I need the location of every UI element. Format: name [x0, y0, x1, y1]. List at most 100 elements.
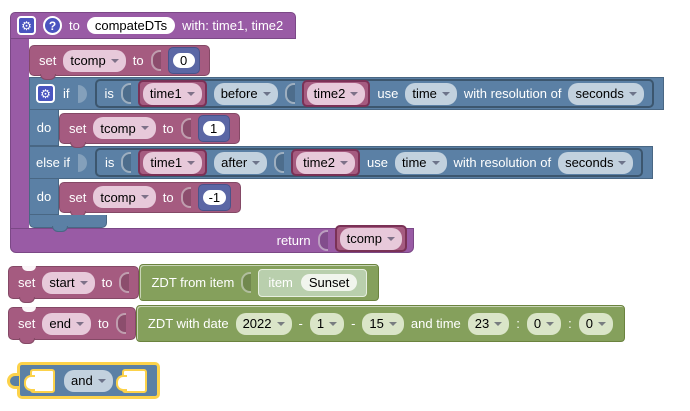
- function-name-field[interactable]: compateDTs: [86, 17, 176, 34]
- variable-dropdown-value: time2: [303, 155, 335, 170]
- to-label: to: [98, 316, 109, 331]
- resolution-label: with resolution of: [453, 155, 552, 170]
- datetime-compare-block[interactable]: is time1 after time2 use time with resol…: [94, 148, 644, 177]
- set-variable-block-start[interactable]: set start to: [8, 266, 140, 303]
- set-label: set: [69, 120, 87, 136]
- variable-block-time2[interactable]: time2: [301, 80, 371, 107]
- do-body: set tcomp to -1: [59, 179, 242, 217]
- and-time-label: and time: [410, 316, 461, 331]
- variable-block-time1[interactable]: time1: [137, 80, 207, 107]
- dash-label: -: [351, 316, 356, 331]
- set-label: set: [39, 53, 57, 68]
- do-label: do: [36, 189, 52, 204]
- is-label: is: [104, 86, 114, 101]
- empty-value-socket-right[interactable]: [115, 368, 147, 393]
- if-condition-row[interactable]: ⚙ if is time1 before time2 use time: [29, 77, 664, 110]
- variable-dropdown[interactable]: tcomp: [93, 186, 156, 208]
- item-name-field[interactable]: Sunset: [300, 274, 358, 291]
- resolution-dropdown[interactable]: seconds: [568, 82, 644, 105]
- to-label: to: [101, 275, 113, 290]
- zdt-with-date-block[interactable]: ZDT with date 2022 - 1 - 15 and time 23 …: [135, 305, 625, 342]
- elseif-label: else if: [36, 155, 70, 170]
- day-dropdown[interactable]: 15: [362, 312, 404, 335]
- logic-operator-dropdown[interactable]: and: [64, 369, 113, 392]
- resolution-dropdown-value: seconds: [575, 86, 624, 101]
- function-definition-block[interactable]: ⚙ ? to compateDTs with: time1, time2 set…: [10, 12, 664, 253]
- set-label: set: [69, 189, 87, 205]
- second-dropdown[interactable]: 0: [578, 312, 613, 335]
- value-socket: [120, 83, 131, 104]
- if-label: if: [63, 86, 70, 101]
- number-field[interactable]: 1: [202, 120, 225, 136]
- help-icon[interactable]: ?: [43, 16, 62, 35]
- variable-dropdown[interactable]: tcomp: [63, 49, 126, 72]
- year-dropdown[interactable]: 2022: [235, 312, 292, 335]
- unit-dropdown[interactable]: time: [394, 151, 447, 174]
- do-cell: do: [29, 179, 59, 215]
- elseif-condition-row[interactable]: else if is time1 after time2 use time wi…: [29, 146, 654, 179]
- colon-label: :: [516, 316, 520, 331]
- number-block[interactable]: 0: [167, 47, 200, 74]
- condition-socket: [77, 153, 87, 172]
- do-body: set tcomp to 1: [59, 110, 240, 148]
- number-field[interactable]: 0: [172, 53, 195, 68]
- return-label: return: [276, 233, 311, 248]
- zdt-from-item-label: ZDT from item: [151, 275, 235, 290]
- unit-dropdown[interactable]: time: [405, 82, 457, 105]
- set-variable-block-then1[interactable]: set tcomp to 1: [59, 112, 240, 148]
- variable-dropdown[interactable]: tcomp: [339, 227, 402, 250]
- mutator-gear-icon[interactable]: ⚙: [17, 16, 36, 35]
- resolution-dropdown-value: seconds: [565, 155, 614, 170]
- and-logic-block-selected[interactable]: and: [7, 362, 160, 399]
- empty-value-socket-left[interactable]: [24, 368, 55, 393]
- variable-dropdown-value: time2: [313, 86, 346, 101]
- minute-dropdown[interactable]: 0: [526, 312, 562, 335]
- variable-dropdown-value: tcomp: [70, 53, 106, 68]
- variable-dropdown[interactable]: time1: [143, 151, 203, 174]
- variable-dropdown[interactable]: start: [42, 271, 95, 294]
- month-dropdown[interactable]: 1: [309, 312, 345, 335]
- variable-dropdown[interactable]: tcomp: [93, 117, 156, 139]
- operator-dropdown[interactable]: after: [214, 151, 268, 174]
- datetime-compare-block[interactable]: is time1 before time2 use time with reso…: [94, 79, 654, 108]
- set-variable-block-then2[interactable]: set tcomp to -1: [59, 181, 242, 217]
- set-variable-block-init[interactable]: set tcomp to 0: [29, 45, 210, 80]
- variable-dropdown-value: time1: [149, 86, 182, 101]
- function-params-label: with: time1, time2: [182, 18, 284, 33]
- variable-dropdown[interactable]: end: [42, 312, 92, 335]
- variable-block-time2[interactable]: time2: [291, 149, 360, 176]
- use-label: use: [377, 86, 399, 101]
- value-socket: [241, 272, 252, 293]
- function-return-row[interactable]: return tcomp: [10, 225, 414, 253]
- previous-connection-notch: [22, 307, 36, 312]
- variable-dropdown[interactable]: time2: [296, 151, 355, 174]
- value-socket: [180, 117, 191, 139]
- variable-block-return[interactable]: tcomp: [334, 225, 407, 252]
- number-field[interactable]: -1: [202, 189, 227, 205]
- do-row-2: do set tcomp to -1: [29, 179, 242, 217]
- hour-dropdown[interactable]: 23: [467, 312, 510, 335]
- second-value: 0: [585, 316, 593, 331]
- item-block[interactable]: item Sunset: [258, 268, 368, 297]
- number-block[interactable]: 1: [197, 114, 230, 142]
- to-label: to: [69, 18, 80, 33]
- function-header[interactable]: ⚙ ? to compateDTs with: time1, time2: [10, 12, 297, 39]
- zdt-from-item-block[interactable]: ZDT from item item Sunset: [139, 264, 380, 301]
- resolution-dropdown[interactable]: seconds: [558, 151, 634, 174]
- if-mutator-gear-icon[interactable]: ⚙: [36, 84, 55, 103]
- if-block[interactable]: ⚙ if is time1 before time2 use time: [29, 77, 664, 232]
- hour-value: 23: [474, 316, 490, 331]
- set-variable-block-end[interactable]: set end to: [8, 307, 136, 344]
- variable-dropdown-value: tcomp: [100, 189, 136, 205]
- to-label: to: [162, 120, 174, 136]
- variable-dropdown[interactable]: time2: [306, 82, 366, 105]
- operator-dropdown[interactable]: before: [213, 82, 278, 105]
- use-label: use: [366, 155, 388, 170]
- to-label: to: [162, 189, 174, 205]
- value-socket: [180, 186, 191, 208]
- item-label: item: [268, 275, 293, 290]
- variable-dropdown[interactable]: time1: [142, 82, 202, 105]
- variable-block-time1[interactable]: time1: [138, 149, 208, 176]
- number-block[interactable]: -1: [197, 183, 232, 211]
